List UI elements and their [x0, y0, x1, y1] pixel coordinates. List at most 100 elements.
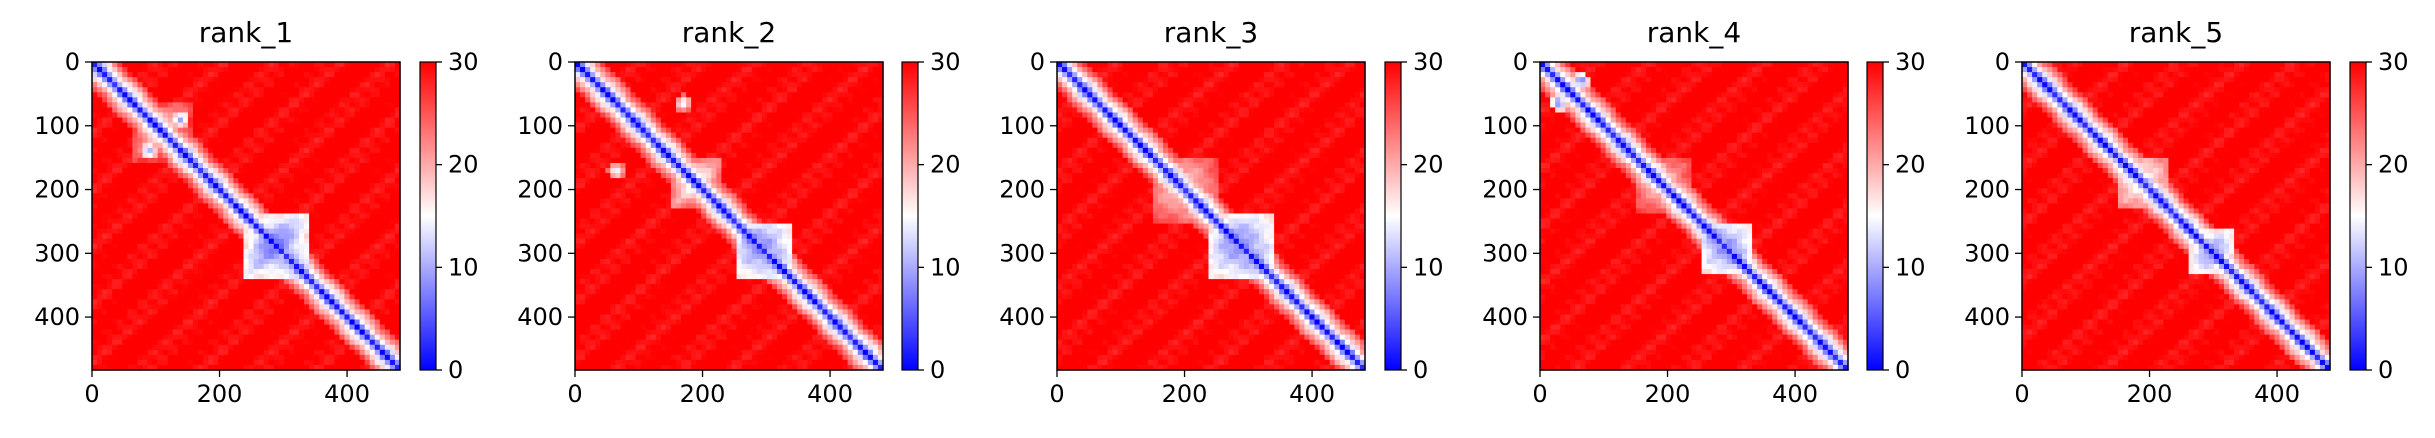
heatmap-cell — [575, 112, 581, 119]
heatmap-cell — [172, 354, 179, 361]
heatmap-cell — [364, 208, 371, 215]
heatmap-cell — [223, 87, 229, 93]
heatmap-cell — [610, 67, 616, 73]
heatmap-cell — [324, 258, 330, 265]
heatmap-cell — [187, 137, 194, 144]
heatmap-cell — [278, 309, 285, 316]
heatmap-cell — [258, 243, 265, 250]
heatmap-cell — [248, 72, 255, 78]
heatmap-cell — [374, 269, 381, 275]
heatmap-cell — [273, 223, 280, 230]
heatmap-cell — [660, 117, 667, 124]
heatmap-cell — [233, 223, 240, 230]
heatmap-cell — [374, 203, 381, 210]
heatmap-cell — [394, 329, 401, 336]
heatmap-cell — [344, 152, 351, 159]
heatmap-cell — [203, 294, 209, 300]
heatmap-cell — [208, 344, 214, 351]
heatmap-cell — [314, 77, 320, 83]
heatmap-cell — [394, 304, 401, 311]
heatmap-cell — [218, 183, 224, 189]
heatmap-cell — [660, 77, 667, 83]
heatmap-cell — [248, 238, 255, 245]
heatmap-cell — [610, 132, 616, 139]
heatmap-cell — [615, 67, 622, 73]
heatmap-cell — [369, 339, 376, 346]
heatmap-cell — [228, 112, 234, 119]
heatmap-cell — [857, 77, 864, 83]
heatmap-cell — [665, 67, 672, 73]
heatmap-cell — [681, 152, 687, 159]
heatmap-cell — [610, 97, 616, 103]
heatmap-cell — [379, 117, 386, 124]
heatmap-cell — [213, 92, 219, 98]
heatmap-cell — [374, 248, 381, 255]
heatmap-cell — [782, 62, 788, 68]
heatmap-cell — [278, 299, 285, 305]
heatmap-cell — [329, 183, 335, 189]
heatmap-cell — [867, 112, 874, 119]
heatmap-cell — [369, 62, 376, 68]
heatmap-cell — [258, 274, 265, 280]
heatmap-cell — [615, 107, 622, 114]
heatmap-cell — [167, 188, 174, 194]
heatmap-cell — [248, 299, 255, 305]
heatmap-cell — [872, 117, 879, 124]
heatmap-cell — [268, 193, 275, 199]
heatmap-cell — [258, 193, 265, 199]
heatmap-cell — [324, 168, 330, 174]
heatmap-cell — [208, 137, 214, 144]
heatmap-cell — [167, 238, 174, 245]
heatmap-cell — [389, 279, 396, 285]
heatmap-cell — [157, 248, 164, 255]
heatmap-cell — [319, 87, 325, 93]
heatmap-cell — [172, 132, 179, 139]
heatmap-cell — [711, 77, 717, 83]
heatmap-cell — [329, 87, 335, 93]
heatmap-cell — [645, 72, 652, 78]
heatmap-cell — [314, 173, 320, 179]
heatmap-cell — [288, 243, 295, 250]
heatmap-cell — [711, 132, 717, 139]
heatmap-cell — [369, 193, 376, 199]
heatmap-cell — [354, 359, 361, 366]
heatmap-cell — [213, 67, 219, 73]
heatmap-cell — [142, 92, 149, 98]
heatmap-cell — [675, 107, 682, 114]
heatmap-cell — [223, 67, 229, 73]
heatmap-cell — [122, 304, 128, 311]
heatmap-cell — [288, 359, 295, 366]
heatmap-cell — [776, 72, 783, 78]
heatmap-cell — [867, 122, 874, 129]
heatmap-cell — [152, 339, 159, 346]
heatmap-cell — [122, 122, 128, 129]
heatmap-cell — [223, 233, 229, 240]
heatmap-cell — [117, 329, 123, 336]
heatmap-cell — [822, 142, 829, 149]
heatmap-cell — [721, 142, 728, 149]
heatmap-cell — [248, 349, 255, 356]
heatmap-cell — [766, 107, 773, 114]
heatmap-cell — [218, 223, 224, 230]
heatmap-cell — [575, 62, 581, 68]
heatmap-cell — [827, 132, 834, 139]
heatmap-cell — [314, 248, 320, 255]
heatmap-cell — [872, 147, 879, 154]
heatmap-cell — [228, 319, 234, 326]
heatmap-cell — [147, 243, 154, 250]
heatmap-cell — [192, 364, 199, 371]
heatmap-cell — [867, 97, 874, 103]
heatmap-cell — [228, 117, 234, 124]
heatmap-cell — [142, 173, 149, 179]
heatmap-cell — [127, 364, 133, 371]
heatmap-cell — [192, 289, 199, 295]
heatmap-cell — [359, 274, 366, 280]
heatmap-cell — [192, 178, 199, 184]
heatmap-cell — [691, 62, 697, 68]
heatmap-cell — [389, 269, 396, 275]
heatmap-cell — [701, 72, 707, 78]
heatmap-cell — [132, 203, 139, 210]
heatmap-cell — [293, 233, 300, 240]
heatmap-cell — [364, 294, 371, 300]
heatmap-cell — [157, 263, 164, 270]
